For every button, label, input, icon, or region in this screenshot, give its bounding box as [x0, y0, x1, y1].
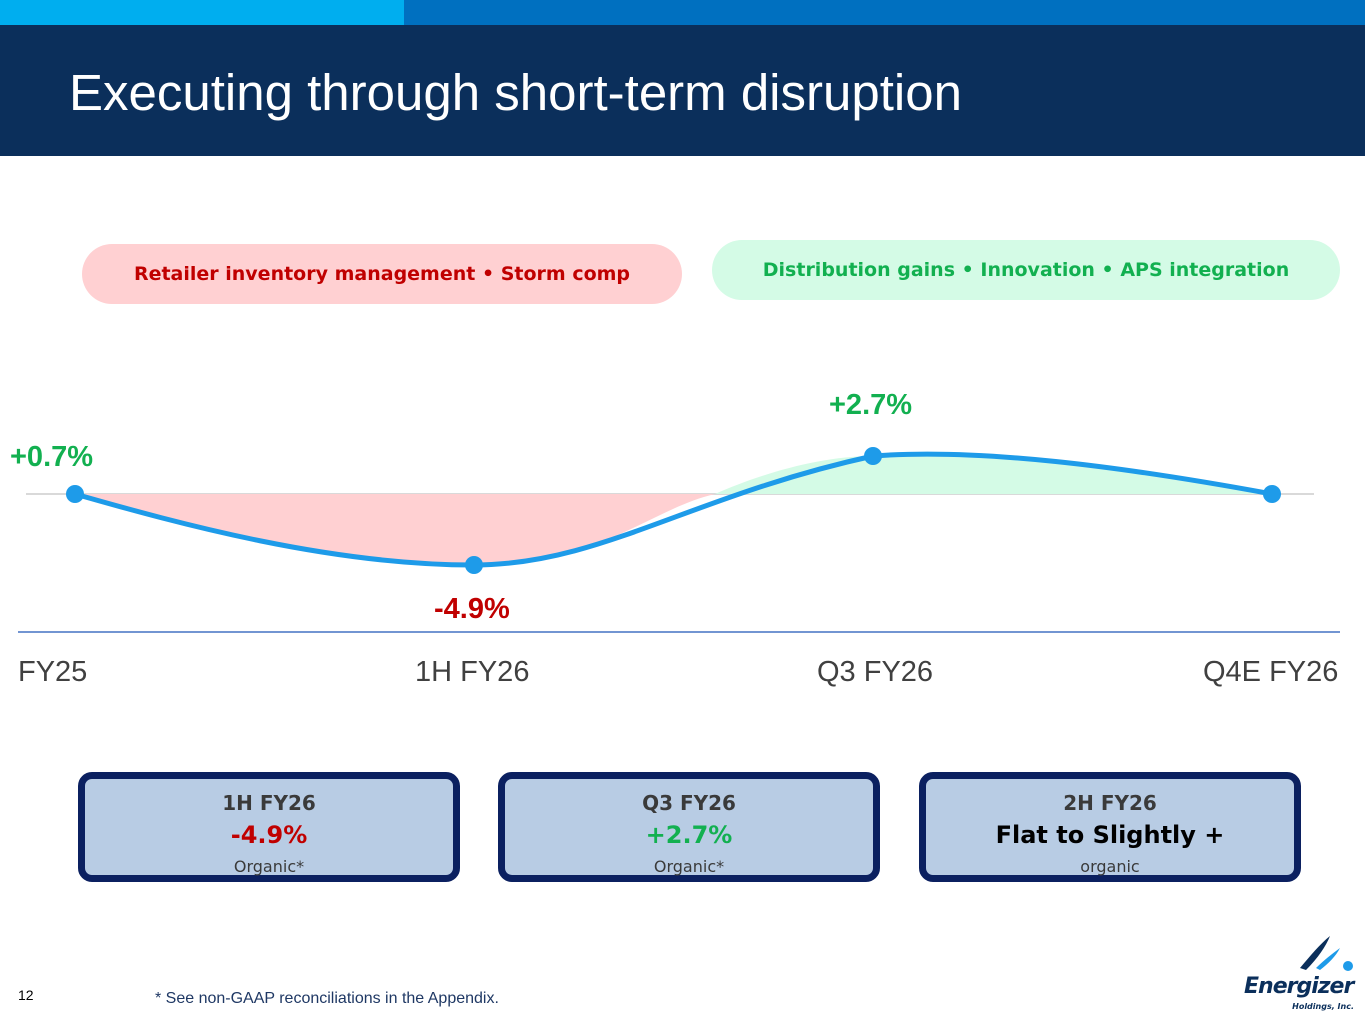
data-label-fy25: +0.7% — [10, 441, 94, 473]
headwinds-pill: Retailer inventory management • Storm co… — [82, 244, 682, 304]
organic-growth-chart — [18, 447, 1340, 633]
card-value: +2.7% — [645, 821, 733, 849]
series-line — [72, 451, 1275, 568]
footnote: * See non-GAAP reconciliations in the Ap… — [155, 990, 499, 1007]
card-title: 2H FY26 — [1063, 791, 1157, 815]
x-tick-1h-fy26: 1H FY26 — [415, 656, 530, 688]
x-tick-q3-fy26: Q3 FY26 — [817, 656, 934, 688]
x-tick-fy25: FY25 — [18, 656, 88, 688]
data-label-1h-fy26: -4.9% — [434, 593, 510, 625]
energizer-logo: Energizer Holdings, Inc. — [1244, 930, 1360, 1018]
card-subtitle: Organic* — [233, 857, 305, 876]
top-accent-bar — [404, 0, 1365, 25]
tailwinds-pill: Distribution gains • Innovation • APS in… — [712, 240, 1340, 300]
slide-title: Executing through short-term disruption — [69, 64, 962, 121]
energizer-swoosh-icon — [1300, 936, 1353, 971]
card-title: 1H FY26 — [222, 791, 316, 815]
card-value: Flat to Slightly + — [995, 821, 1225, 849]
logo-subtitle: Holdings, Inc. — [1292, 1002, 1354, 1011]
card-subtitle: organic — [1080, 857, 1140, 876]
summary-card-2h-fy26: 2H FY26 Flat to Slightly + organic — [919, 772, 1301, 882]
top-accent-bar-light — [0, 0, 404, 25]
card-value: -4.9% — [230, 821, 308, 849]
data-point-1h-fy26 — [465, 556, 483, 574]
data-point-fy25 — [66, 485, 84, 503]
page-number: 12 — [18, 987, 34, 1003]
card-subtitle: Organic* — [653, 857, 725, 876]
logo-wordmark: Energizer — [1244, 974, 1354, 999]
positive-area — [715, 454, 1272, 494]
card-title: Q3 FY26 — [642, 791, 736, 815]
slide-header: Executing through short-term disruption — [0, 25, 1365, 156]
data-point-q3-fy26 — [864, 447, 882, 465]
negative-area — [75, 494, 715, 565]
data-point-q4e-fy26 — [1263, 485, 1281, 503]
summary-card-q3-fy26: Q3 FY26 +2.7% Organic* — [498, 772, 880, 882]
x-tick-q4e-fy26: Q4E FY26 — [1203, 656, 1339, 688]
data-label-q3-fy26: +2.7% — [829, 389, 913, 421]
summary-card-1h-fy26: 1H FY26 -4.9% Organic* — [78, 772, 460, 882]
